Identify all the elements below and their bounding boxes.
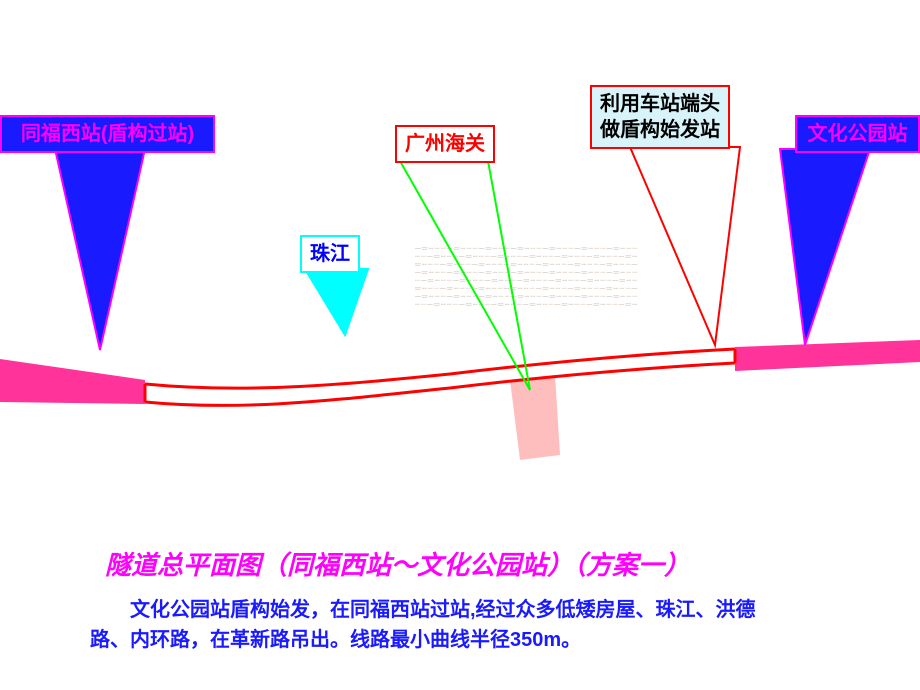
body-line1: 文化公园站盾构始发，在同福西站过站,经过众多低矮房屋、珠江、洪德 xyxy=(90,599,756,621)
customs-label: 广州海关 xyxy=(395,125,495,163)
tunnel-lower-line xyxy=(145,363,735,405)
customs-label-text: 广州海关 xyxy=(405,133,485,155)
left-station-block xyxy=(0,359,145,404)
customs-callout xyxy=(400,161,530,390)
launch-site-label: 利用车站端头 做盾构始发站 xyxy=(590,85,730,149)
tongfu-station-label: 同福西站(盾构过站) xyxy=(0,115,215,153)
title-text: 隧道总平面图（同福西站～文化公园站）（方案一） xyxy=(105,550,690,580)
launch-callout xyxy=(630,147,740,345)
tongfu-callout xyxy=(55,149,145,350)
zhujiang-label-text: 珠江 xyxy=(310,243,350,265)
wenhua-callout xyxy=(780,149,870,345)
zhujiang-label: 珠江 xyxy=(300,235,360,273)
customs-building-shape xyxy=(510,375,560,460)
launch-label-line1: 利用车站端头 xyxy=(600,93,720,115)
diagram-canvas xyxy=(0,0,920,690)
wenhua-station-label: 文化公园站 xyxy=(795,115,920,153)
body-line2: 路、内环路，在革新路吊出。线路最小曲线半径350m。 xyxy=(90,629,581,651)
wenhua-label-text: 文化公园站 xyxy=(808,123,908,145)
launch-label-line2: 做盾构始发站 xyxy=(600,119,720,141)
right-station-block xyxy=(735,340,920,371)
description-text: 文化公园站盾构始发，在同福西站过站,经过众多低矮房屋、珠江、洪德 路、内环路，在… xyxy=(90,595,860,655)
diagram-title: 隧道总平面图（同福西站～文化公园站）（方案一） xyxy=(105,545,690,582)
zhujiang-callout xyxy=(305,269,368,335)
tongfu-label-text: 同福西站(盾构过站) xyxy=(21,123,194,145)
